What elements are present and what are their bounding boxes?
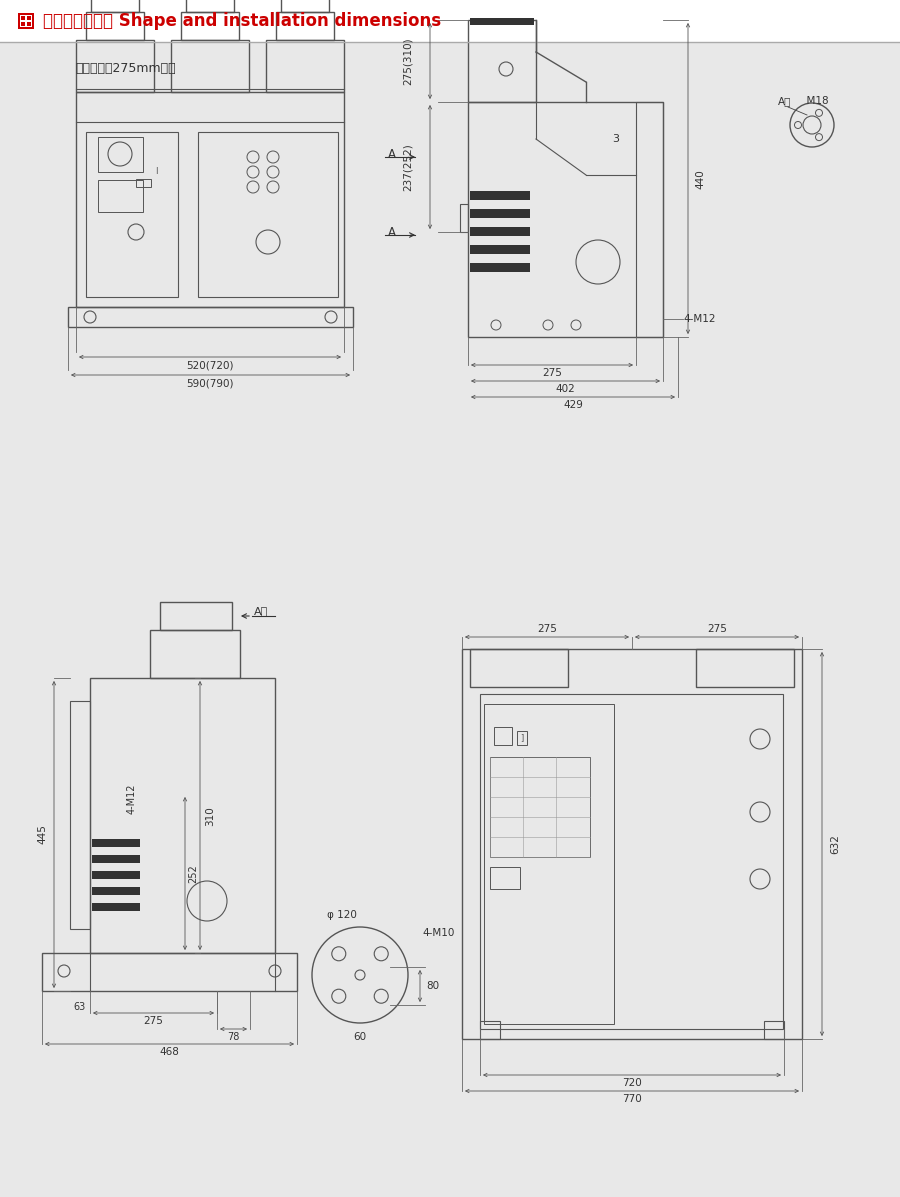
Bar bbox=[92, 871, 140, 879]
Text: A: A bbox=[388, 225, 396, 238]
Bar bbox=[462, 649, 802, 1039]
Bar bbox=[18, 13, 34, 29]
Text: 4-M12: 4-M12 bbox=[127, 784, 137, 814]
Text: ]: ] bbox=[520, 734, 524, 742]
Bar bbox=[470, 263, 530, 272]
Bar bbox=[98, 136, 143, 172]
Bar bbox=[90, 678, 275, 953]
Text: 60: 60 bbox=[354, 1032, 366, 1043]
Text: 429: 429 bbox=[563, 400, 583, 411]
Bar bbox=[21, 22, 25, 26]
Text: 402: 402 bbox=[555, 384, 575, 394]
Bar bbox=[490, 867, 520, 889]
Bar bbox=[27, 16, 31, 20]
Bar bbox=[92, 855, 140, 863]
Bar bbox=[160, 602, 232, 630]
Bar bbox=[484, 704, 614, 1023]
Bar bbox=[70, 701, 90, 929]
Bar bbox=[636, 102, 663, 338]
Text: A向: A向 bbox=[778, 96, 791, 107]
Bar bbox=[517, 731, 527, 745]
Text: 275: 275 bbox=[537, 624, 557, 634]
Bar bbox=[281, 0, 329, 12]
Bar bbox=[470, 649, 568, 687]
Text: 237(252): 237(252) bbox=[403, 144, 413, 190]
Text: 外形及安装尺尰 Shape and installation dimensions: 外形及安装尺尰 Shape and installation dimension… bbox=[43, 12, 441, 30]
Bar bbox=[86, 132, 178, 297]
Text: 275: 275 bbox=[542, 367, 562, 378]
Text: 4-M10: 4-M10 bbox=[422, 928, 454, 938]
Bar bbox=[150, 630, 240, 678]
Bar bbox=[276, 12, 334, 40]
Bar bbox=[181, 12, 239, 40]
Bar bbox=[470, 227, 530, 236]
Bar bbox=[92, 887, 140, 895]
Text: A向: A向 bbox=[254, 606, 268, 616]
Bar bbox=[42, 953, 297, 991]
Bar bbox=[171, 40, 249, 92]
Text: 440: 440 bbox=[695, 169, 705, 189]
Text: 3: 3 bbox=[613, 134, 619, 144]
Bar bbox=[468, 20, 536, 102]
Text: 275: 275 bbox=[707, 624, 727, 634]
Bar bbox=[68, 306, 353, 327]
Text: 590(790): 590(790) bbox=[186, 378, 234, 388]
Text: 720: 720 bbox=[622, 1078, 642, 1088]
Bar bbox=[696, 649, 794, 687]
Bar bbox=[92, 903, 140, 911]
Text: 520(720): 520(720) bbox=[186, 360, 234, 370]
Bar bbox=[21, 16, 25, 20]
Bar bbox=[76, 40, 154, 92]
Bar bbox=[136, 180, 151, 187]
Bar bbox=[470, 245, 530, 254]
Bar bbox=[76, 92, 344, 306]
Bar bbox=[27, 22, 31, 26]
Bar bbox=[480, 694, 783, 1029]
Text: 275: 275 bbox=[143, 1016, 163, 1026]
Bar bbox=[480, 1021, 500, 1039]
Bar bbox=[98, 180, 143, 212]
Bar bbox=[470, 192, 530, 200]
Bar bbox=[490, 757, 590, 857]
Bar bbox=[494, 727, 512, 745]
Text: 632: 632 bbox=[830, 834, 840, 853]
Bar bbox=[266, 40, 344, 92]
Text: 310: 310 bbox=[205, 806, 215, 826]
Bar bbox=[460, 203, 468, 232]
Text: I: I bbox=[155, 168, 157, 176]
Bar bbox=[186, 0, 234, 12]
Text: 63: 63 bbox=[74, 1002, 86, 1011]
Bar bbox=[86, 12, 144, 40]
Text: 275(310): 275(310) bbox=[403, 37, 413, 85]
Bar bbox=[91, 0, 139, 12]
Text: 770: 770 bbox=[622, 1094, 642, 1104]
Text: 468: 468 bbox=[159, 1047, 179, 1057]
Bar bbox=[92, 839, 140, 847]
Text: 252: 252 bbox=[188, 864, 198, 883]
Bar bbox=[468, 102, 663, 338]
Text: 445: 445 bbox=[37, 824, 47, 844]
Bar bbox=[20, 16, 32, 28]
Bar bbox=[470, 18, 534, 25]
Bar bbox=[0, 0, 900, 42]
Bar bbox=[198, 132, 338, 297]
Text: 括号内部为275mm相距: 括号内部为275mm相距 bbox=[75, 62, 176, 75]
Text: φ 120: φ 120 bbox=[327, 910, 357, 920]
Bar bbox=[470, 209, 530, 218]
Text: A: A bbox=[388, 147, 396, 160]
Text: M18: M18 bbox=[800, 96, 829, 107]
Text: 78: 78 bbox=[227, 1032, 239, 1043]
Text: 4-M12: 4-M12 bbox=[683, 314, 716, 324]
Text: 80: 80 bbox=[427, 982, 439, 991]
Bar bbox=[764, 1021, 784, 1039]
